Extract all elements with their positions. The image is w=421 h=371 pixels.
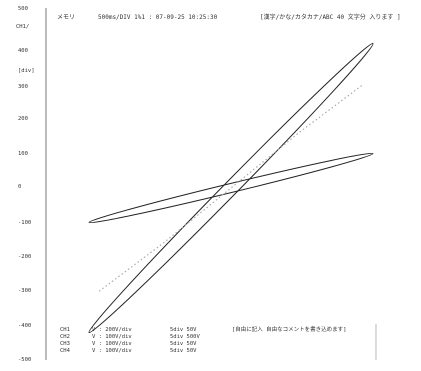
channel-settings: V : 100V/div (92, 334, 132, 340)
y-tick-label: -200 (18, 254, 31, 260)
y-tick-label: [div] (18, 68, 35, 74)
channel-name: CH1 (60, 327, 70, 333)
y-tick-label: 200 (18, 116, 28, 122)
y-tick-label: 0 (18, 184, 21, 190)
y-tick-label: -100 (18, 220, 31, 226)
y-tick-labels: 500 400 [div] 300 200 100 0 -100 -200 -300 -400 -50… (18, 6, 35, 363)
channel-name: CH4 (60, 348, 71, 354)
channel-range: 5div 50V (170, 348, 197, 354)
channel-settings: V : 100V/div (92, 348, 132, 354)
series-ellipse-1 (88, 152, 374, 224)
y-tick-label: 500 (18, 6, 28, 12)
header-comment: [漢字/かな/カタカナ/ABC 40 文字分 入ります ] (260, 13, 401, 21)
y-tick-label: 400 (18, 48, 28, 54)
y-tick-label: -400 (18, 323, 31, 329)
channel-settings: V : 200V/div (92, 327, 132, 333)
channel-legend: CH1 V : 200V/div 5div 50V CH2 V : 100V/div 5d… (60, 327, 200, 354)
y-unit-label: CH1/ (16, 24, 29, 30)
channel-name: CH3 (60, 341, 70, 347)
y-tick-label: 100 (18, 151, 28, 157)
channel-range: 5div 500V (170, 334, 200, 340)
y-tick-label: -500 (18, 357, 31, 363)
channel-settings: V : 100V/div (92, 341, 132, 347)
channel-range: 5div 50V (170, 327, 197, 333)
channel-range: 5div 50V (170, 341, 197, 347)
y-tick-label: -300 (18, 288, 31, 294)
acq-info: 500ms/DIV 1%1 : 07-09-25 10:25:30 (98, 14, 218, 21)
footer-comment: [自由に記入 自由なコメントを書き込めます] (232, 325, 346, 333)
memory-label: メモリ (57, 14, 75, 21)
y-tick-label: 300 (18, 84, 28, 90)
channel-name: CH2 (60, 334, 70, 340)
series-layer (88, 42, 374, 334)
series-ellipse-0 (88, 42, 374, 334)
series-dotted-2 (98, 84, 364, 292)
